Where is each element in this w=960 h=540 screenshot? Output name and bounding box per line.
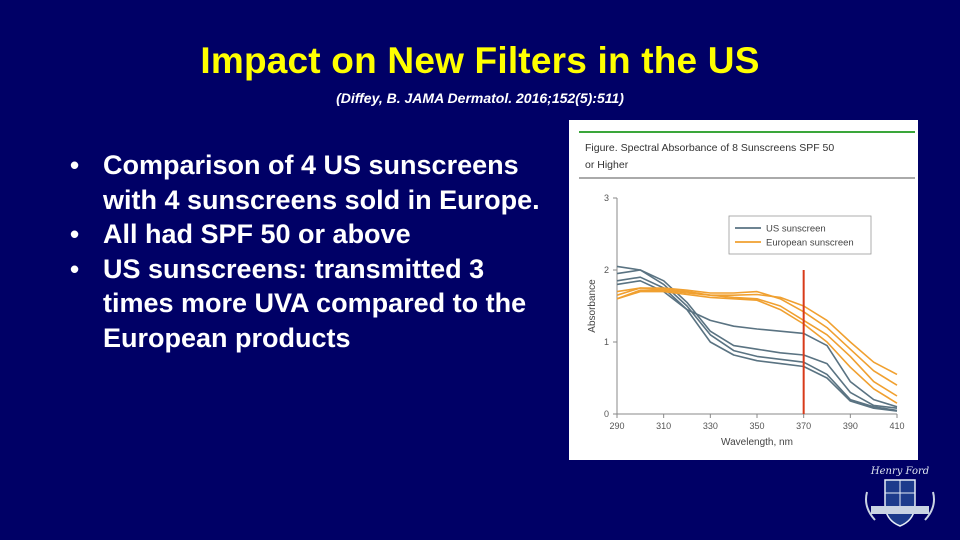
university-crest-logo: Henry Ford [855,462,945,532]
x-tick-label: 290 [609,421,624,431]
bullet-list: • Comparison of 4 US sunscreens with 4 s… [70,148,550,355]
series-line [616,287,898,397]
series-line [616,265,898,409]
figure-title: Figure. Spectral Absorbance of 8 Sunscre… [585,142,837,171]
y-tick-label: 1 [604,337,609,347]
absorbance-chart: Figure. Spectral Absorbance of 8 Sunscre… [579,131,915,448]
x-tick-label: 330 [703,421,718,431]
bullet-item: • US sunscreens: transmitted 3 times mor… [70,252,550,356]
bullet-text: All had SPF 50 or above [103,219,411,249]
slide-citation: (Diffey, B. JAMA Dermatol. 2016;152(5):5… [336,90,624,106]
y-tick-label: 3 [604,193,609,203]
bullet-item: • All had SPF 50 or above [70,217,550,252]
series-line [616,276,898,412]
series-line [616,290,898,404]
series-line [616,287,898,386]
y-axis-label: Absorbance [587,279,598,333]
y-tick-label: 0 [604,409,609,419]
series-line [616,269,898,412]
x-axis-label: Wavelength, nm [721,437,793,448]
legend-label: European sunscreen [766,238,854,249]
bullet-item: • Comparison of 4 US sunscreens with 4 s… [70,148,550,217]
x-tick-label: 310 [656,421,671,431]
y-tick-label: 2 [604,265,609,275]
spectral-figure: Figure. Spectral Absorbance of 8 Sunscre… [569,120,918,460]
legend-label: US sunscreen [766,224,826,235]
x-tick-label: 350 [749,421,764,431]
x-tick-label: 410 [889,421,904,431]
bullet-text: Comparison of 4 US sunscreens with 4 sun… [103,150,540,215]
bullet-icon: • [70,150,80,180]
slide-title: Impact on New Filters in the US [200,40,760,81]
bullet-icon: • [70,253,80,284]
bullet-text: US sunscreens: transmitted 3 times more … [103,253,527,353]
svg-text:Henry Ford: Henry Ford [870,466,929,477]
x-tick-label: 370 [796,421,811,431]
x-tick-label: 390 [843,421,858,431]
bullet-icon: • [70,219,80,249]
legend-box [728,215,872,255]
